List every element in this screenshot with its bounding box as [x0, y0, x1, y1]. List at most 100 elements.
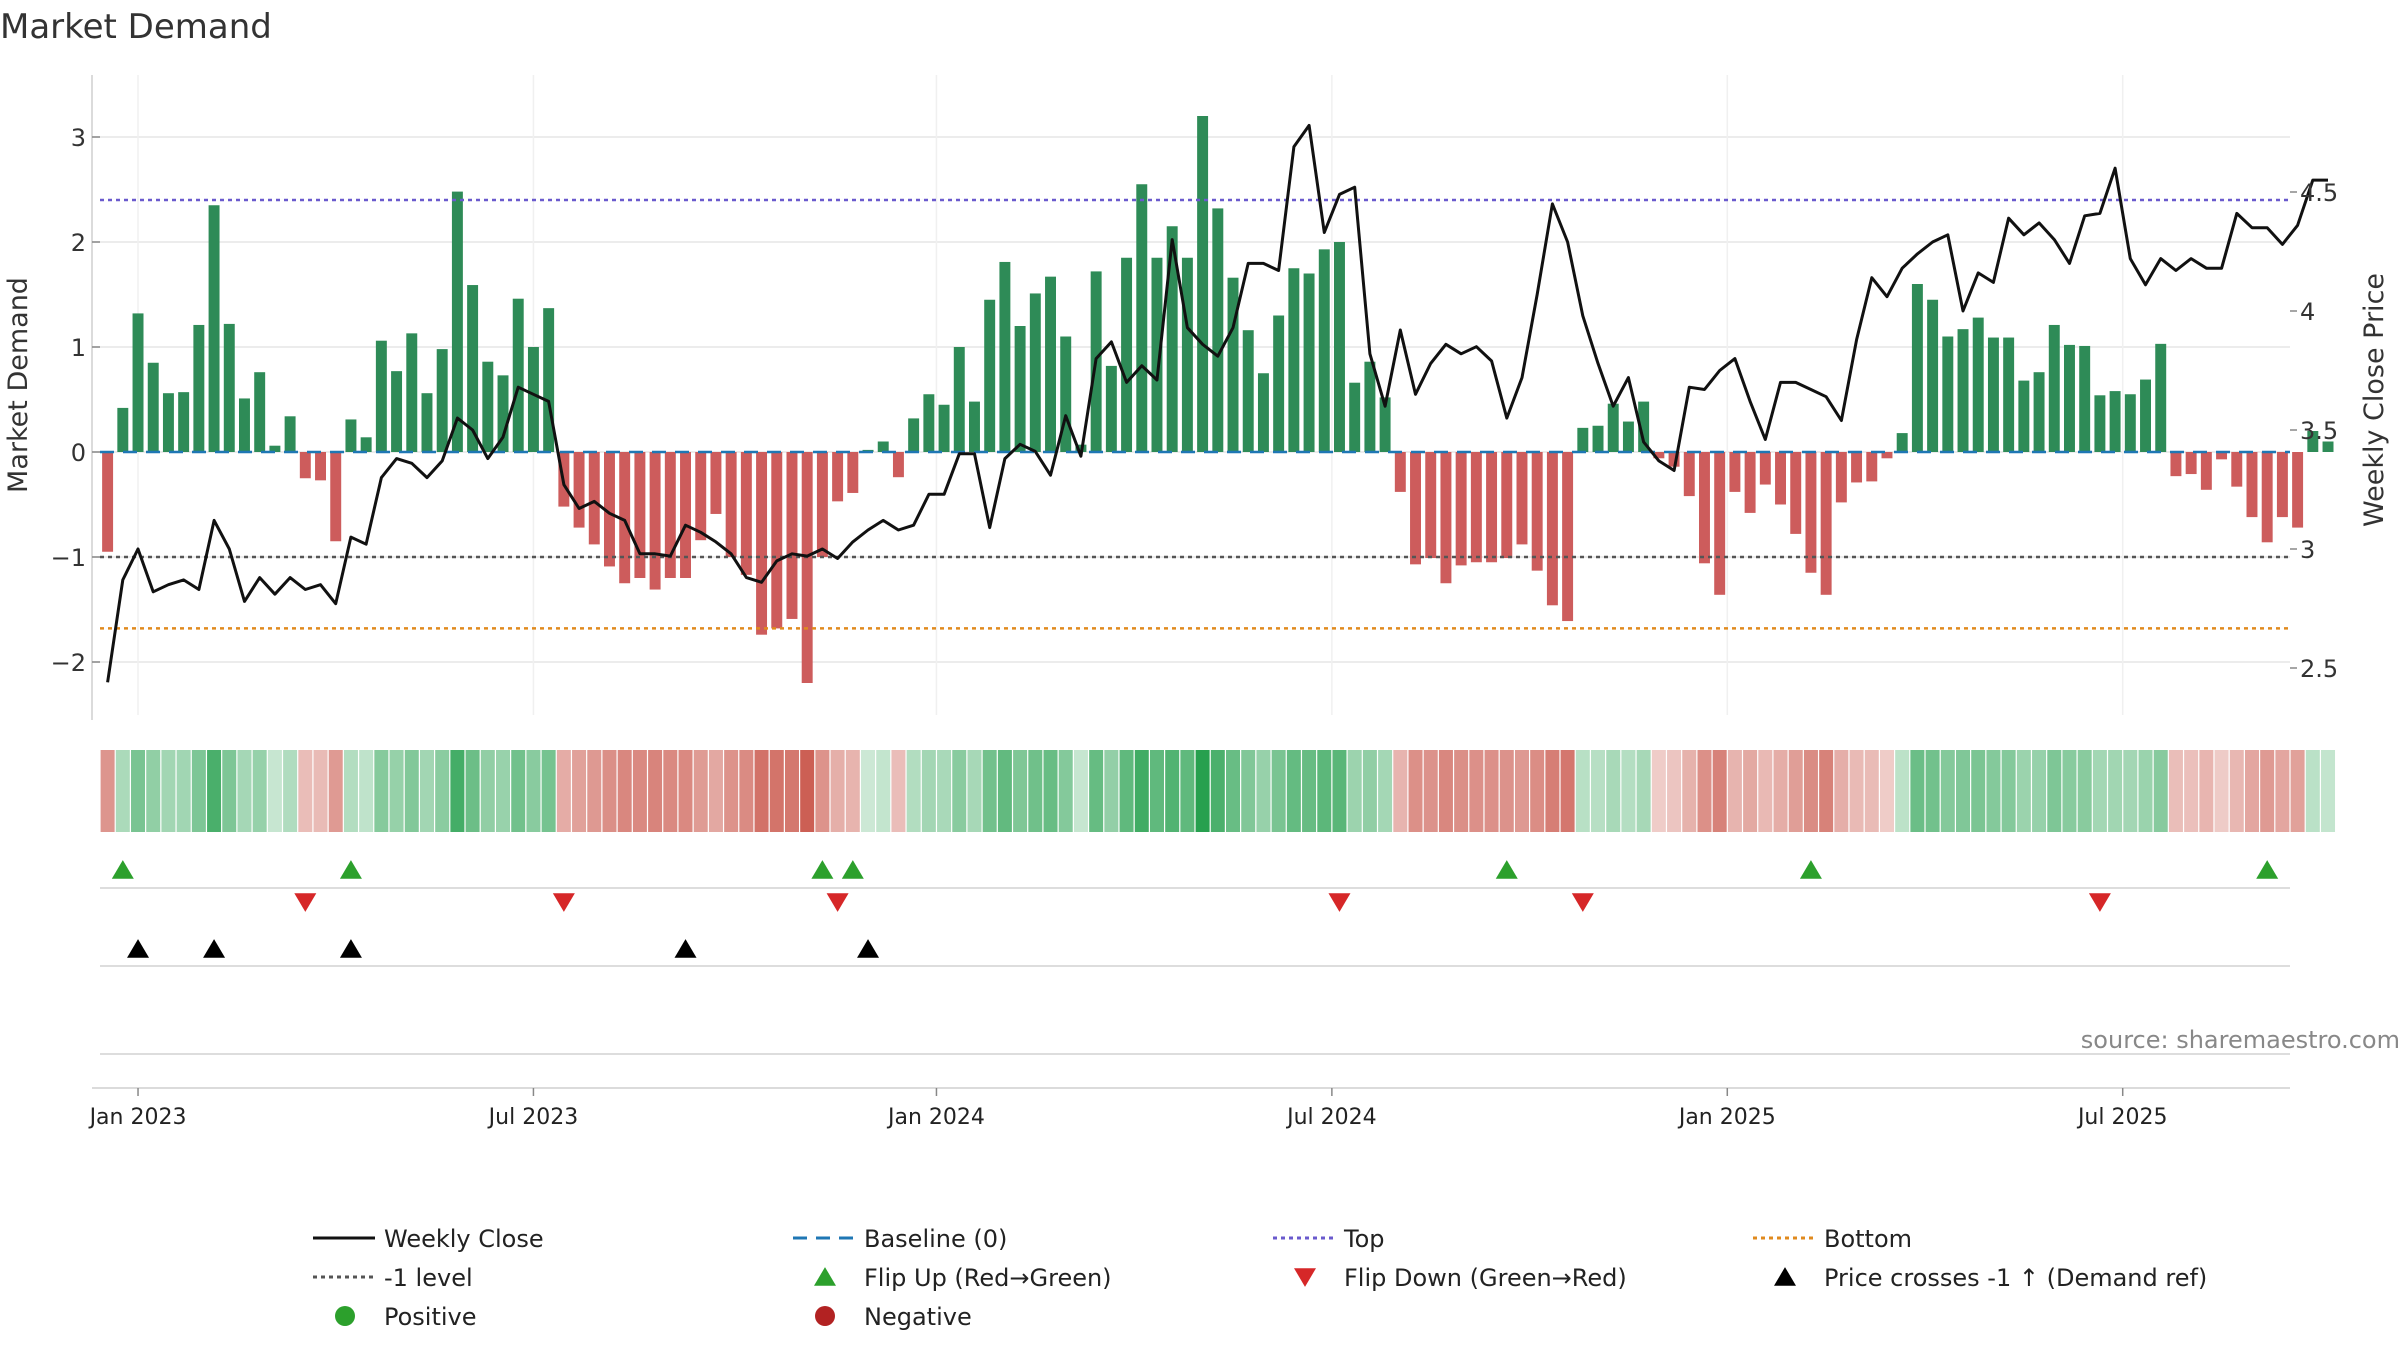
demand-bar	[2079, 345, 2091, 452]
demand-bar	[1531, 452, 1543, 571]
heat-strip-cell	[450, 750, 465, 832]
demand-bar	[1379, 397, 1391, 452]
heat-strip-cell	[1864, 750, 1879, 832]
heat-strip-cell	[191, 750, 206, 832]
heat-strip-cell	[1530, 750, 1545, 832]
demand-bar	[1866, 452, 1878, 482]
heat-strip-cell	[1788, 750, 1803, 832]
demand-bar	[1288, 268, 1300, 452]
cross-legend-label: Price crosses -1 ↑ (Demand ref)	[1824, 1264, 2207, 1292]
demand-bar	[740, 452, 752, 575]
heat-strip-cell	[937, 750, 952, 832]
demand-bar	[999, 261, 1011, 452]
demand-bar	[2307, 431, 2319, 452]
heat-strip-cell	[876, 750, 891, 832]
heat-strip-cell	[1667, 750, 1682, 832]
x-tick-label: Jul 2025	[2076, 1105, 2168, 1130]
heat-strip-cell	[724, 750, 739, 832]
heat-strip-cell	[2092, 750, 2107, 832]
demand-bar	[375, 340, 387, 452]
heat-strip-cell	[1819, 750, 1834, 832]
heat-strip-cell	[283, 750, 298, 832]
heat-strip-cell	[2229, 750, 2244, 832]
heat-strip-cell	[952, 750, 967, 832]
flip-up-marker	[841, 860, 864, 879]
demand-bar	[2200, 452, 2212, 490]
heat-strip-cell	[1104, 750, 1119, 832]
demand-bar	[923, 394, 935, 452]
heat-strip-cell	[146, 750, 161, 832]
heat-strip-cell	[267, 750, 282, 832]
heat-strip-cell	[1149, 750, 1164, 832]
demand-bar	[771, 452, 783, 629]
demand-bar	[1455, 452, 1467, 566]
demand-bar	[1835, 452, 1847, 503]
heat-strip-cell	[1499, 750, 1514, 832]
demand-bar	[1257, 373, 1269, 452]
flip-up-marker	[339, 860, 362, 879]
demand-bar	[634, 452, 646, 578]
y-tick-label: −1	[51, 544, 86, 572]
demand-bar	[877, 441, 889, 452]
heat-strip-cell	[1803, 750, 1818, 832]
demand-bar	[2276, 452, 2288, 518]
heat-strip-cell	[967, 750, 982, 832]
demand-bar	[1181, 257, 1193, 452]
heat-strip-cell	[1271, 750, 1286, 832]
heat-strip-cell	[2108, 750, 2123, 832]
heat-strip-cell	[1195, 750, 1210, 832]
heat-strip-cell	[1119, 750, 1134, 832]
heat-strip-cell	[2199, 750, 2214, 832]
heat-strip-cell	[252, 750, 267, 832]
demand-bar	[1699, 452, 1710, 564]
demand-bar	[360, 437, 372, 452]
heat-strip-cell	[1514, 750, 1529, 832]
heat-strip-cell	[1727, 750, 1742, 832]
demand-bar	[1638, 401, 1650, 452]
demand-bar	[1653, 452, 1665, 459]
demand-bar	[1318, 249, 1330, 452]
demand-bars	[102, 116, 2334, 683]
demand-bar	[1273, 315, 1285, 452]
demand-bar	[1851, 452, 1863, 483]
demand-bar	[1775, 452, 1786, 505]
heat-strip-cell	[1073, 750, 1088, 832]
demand-bar	[984, 299, 996, 452]
heat-strip-cell	[1332, 750, 1347, 832]
heat-strip-cell	[1834, 750, 1849, 832]
demand-bar	[695, 452, 707, 541]
demand-bar	[1744, 452, 1756, 513]
demand-bar	[330, 452, 342, 542]
heat-strip-cell	[1560, 750, 1575, 832]
demand-bar	[117, 407, 129, 452]
demand-bar	[2018, 380, 2030, 452]
heat-strip-cell	[1210, 750, 1225, 832]
flip-up-marker	[811, 860, 834, 879]
heat-strip-cell	[632, 750, 647, 832]
heat-strip-cell	[541, 750, 556, 832]
y2-axis-label: Weekly Close Price	[2359, 273, 2390, 527]
demand-bar	[1927, 299, 1939, 452]
heat-strip-cell	[511, 750, 526, 832]
heat-strip-cell	[1317, 750, 1332, 832]
demand-bar	[664, 452, 676, 578]
flip-down-marker	[552, 893, 575, 912]
flip-up-marker	[111, 860, 134, 879]
heat-strip-cell	[2321, 750, 2336, 832]
demand-bar	[969, 401, 980, 452]
y2-axis-ticks: 4.5 4 3.5 3 2.5	[2290, 179, 2338, 683]
heat-strip-cell	[602, 750, 617, 832]
demand-bar	[1121, 257, 1133, 452]
demand-bar	[527, 347, 539, 452]
demand-bar	[208, 205, 220, 452]
legend: Weekly Close Baseline (0) Top Bottom -1 leve…	[313, 1225, 2207, 1331]
demand-bar	[1987, 337, 1999, 452]
demand-bar	[1622, 421, 1634, 452]
flip-down-marker	[1328, 893, 1351, 912]
heat-strip-cell	[100, 750, 115, 832]
heat-strip-cell	[1895, 750, 1910, 832]
demand-bar	[1410, 452, 1421, 565]
demand-bar	[2124, 394, 2136, 452]
demand-bar	[1364, 361, 1376, 452]
heat-strip-cell	[815, 750, 830, 832]
